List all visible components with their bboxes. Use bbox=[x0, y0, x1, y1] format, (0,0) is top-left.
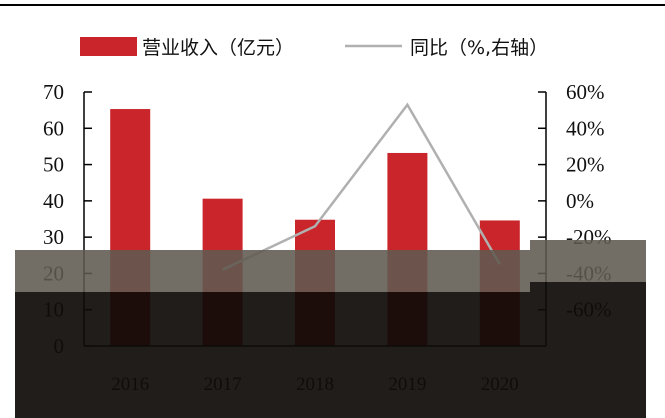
right-tick-label: 40% bbox=[566, 116, 605, 140]
overlay-band-gray bbox=[15, 250, 530, 292]
overlay-block-dark-right bbox=[530, 282, 646, 418]
left-tick-label: 50 bbox=[43, 153, 64, 177]
left-tick-label: 70 bbox=[43, 80, 64, 104]
legend-line-label: 同比（%,右轴） bbox=[410, 37, 548, 59]
legend-bar-swatch bbox=[80, 37, 137, 56]
left-tick-label: 60 bbox=[43, 116, 64, 140]
right-tick-label: 60% bbox=[566, 80, 605, 104]
legend-bar-label: 营业收入（亿元） bbox=[142, 37, 294, 59]
left-tick-label: 40 bbox=[43, 189, 64, 213]
yoy-growth-line bbox=[222, 102, 501, 271]
legend: 营业收入（亿元） 同比（%,右轴） bbox=[80, 37, 548, 59]
right-tick-label: 0% bbox=[566, 189, 594, 213]
left-tick-label: 30 bbox=[43, 225, 64, 249]
line-layer bbox=[222, 102, 501, 271]
right-tick-label: 20% bbox=[566, 153, 605, 177]
overlay-band-gray-right bbox=[530, 240, 646, 282]
overlay-block-dark bbox=[15, 292, 530, 418]
